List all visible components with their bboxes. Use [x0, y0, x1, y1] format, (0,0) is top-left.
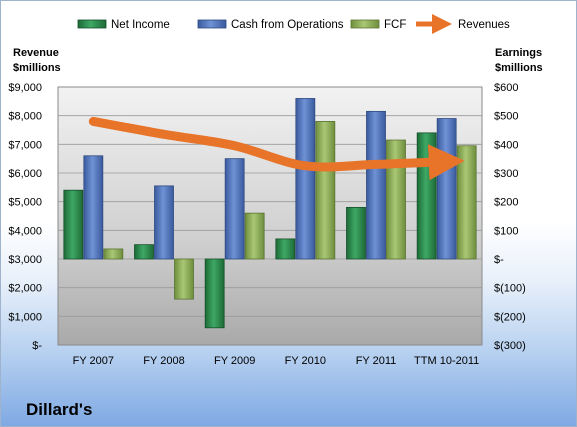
right-tick-label: $(200) [494, 311, 526, 323]
bar-net-income-3 [275, 238, 296, 260]
bar-fcf-3 [315, 121, 336, 260]
left-tick-label: $2,000 [8, 283, 42, 295]
bar-net-income-2 [204, 258, 225, 329]
bar-net-income-4 [346, 206, 366, 260]
x-tick-label: FY 2008 [143, 355, 184, 367]
x-tick-label: FY 2009 [214, 355, 255, 367]
bar-cash-from-operations-5 [436, 118, 457, 260]
left-tick-label: $8,000 [8, 111, 42, 123]
right-tick-label: $400 [494, 139, 518, 151]
right-tick-label: $200 [494, 197, 518, 209]
legend-label: FCF [384, 19, 406, 31]
bar-cash-from-operations-1 [154, 185, 174, 260]
bar-fcf-0 [103, 248, 124, 260]
bar-cash-from-operations-0 [83, 155, 104, 260]
right-tick-label: $600 [494, 82, 518, 94]
right-tick-label: $100 [494, 225, 518, 237]
right-axis-title: Earnings [495, 47, 542, 59]
left-tick-label: $5,000 [8, 197, 42, 209]
bar-fcf-1 [174, 258, 194, 300]
bar-net-income-5 [416, 132, 437, 260]
legend-swatch [77, 19, 107, 29]
x-tick-label: FY 2011 [356, 355, 397, 367]
left-tick-label: $3,000 [8, 254, 42, 266]
bar-cash-from-operations-2 [224, 158, 245, 260]
bar-net-income-1 [134, 244, 154, 260]
bar-cash-from-operations-3 [295, 98, 316, 260]
legend-label: Net Income [111, 19, 170, 31]
legend-label: Cash from Operations [231, 19, 344, 31]
bar-net-income-0 [63, 189, 84, 260]
right-tick-label: $(300) [494, 340, 526, 352]
left-tick-label: $7,000 [8, 139, 42, 151]
left-tick-label: $6,000 [8, 168, 42, 180]
x-tick-label: TTM 10-2011 [414, 355, 479, 367]
right-tick-label: $- [494, 254, 504, 266]
right-axis-title-unit: $millions [495, 62, 543, 74]
x-tick-label: FY 2007 [73, 355, 114, 367]
bar-fcf-2 [244, 212, 265, 260]
bar-cash-from-operations-4 [366, 110, 386, 260]
legend-label: Revenues [458, 19, 510, 31]
legend-swatch [197, 19, 227, 29]
bar-fcf-4 [386, 139, 406, 260]
left-tick-label: $4,000 [8, 225, 42, 237]
legend-swatch [350, 19, 380, 29]
chart-title: Dillard's [26, 400, 92, 419]
left-tick-label: $9,000 [8, 82, 42, 94]
bar-fcf-5 [456, 145, 477, 260]
left-axis-title: Revenue [13, 47, 59, 59]
left-tick-label: $1,000 [8, 311, 42, 323]
right-tick-label: $300 [494, 168, 518, 180]
x-tick-label: FY 2010 [285, 355, 326, 367]
revenue-line [88, 116, 465, 181]
right-tick-label: $(100) [494, 283, 526, 295]
left-tick-label: $- [32, 340, 42, 352]
left-axis-title-unit: $millions [13, 62, 61, 74]
right-tick-label: $500 [494, 111, 518, 123]
